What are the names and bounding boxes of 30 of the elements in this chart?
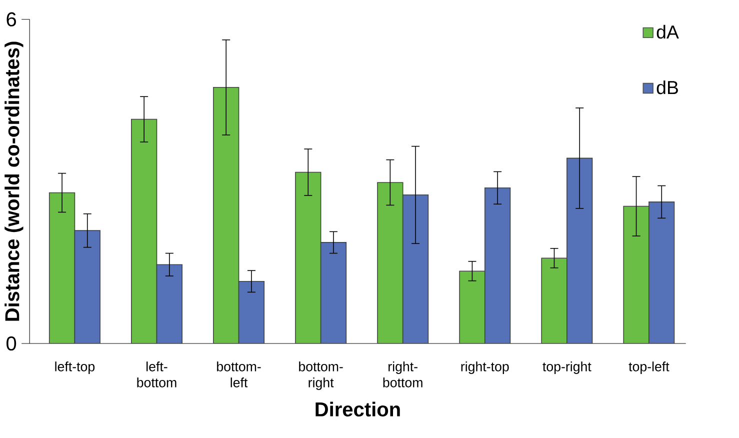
x-tick-label: right-bottom — [383, 361, 422, 388]
bar — [295, 172, 322, 344]
y-tick-label: 0 — [6, 336, 16, 350]
x-tick-label: top-right — [542, 361, 592, 374]
x-tick-label: left-bottom — [137, 361, 176, 388]
bar — [48, 192, 76, 344]
bar — [623, 206, 650, 344]
legend-label: dA — [656, 24, 679, 39]
bar — [238, 280, 265, 344]
x-tick-label: right-top — [461, 361, 509, 374]
x-tick-label: top-left — [628, 361, 670, 374]
x-tick-label: bottom-right — [299, 361, 343, 390]
bar — [484, 187, 511, 344]
bar — [566, 158, 593, 344]
bar — [213, 86, 240, 344]
bar — [648, 201, 675, 344]
bar — [541, 258, 568, 344]
y-tick-label: 6 — [6, 12, 16, 26]
bar — [156, 264, 182, 344]
bar — [130, 118, 158, 344]
bar — [402, 194, 429, 344]
x-tick-label: bottom-left — [217, 361, 261, 388]
x-tick-label: left-top — [55, 361, 95, 374]
bar — [377, 182, 404, 344]
bar — [320, 242, 347, 344]
bar — [74, 230, 100, 344]
legend-label: dB — [656, 80, 678, 94]
x-axis-title: Direction — [316, 402, 400, 416]
bar — [459, 270, 486, 344]
y-axis-title: Distance (world co-ordinates) — [4, 42, 24, 321]
